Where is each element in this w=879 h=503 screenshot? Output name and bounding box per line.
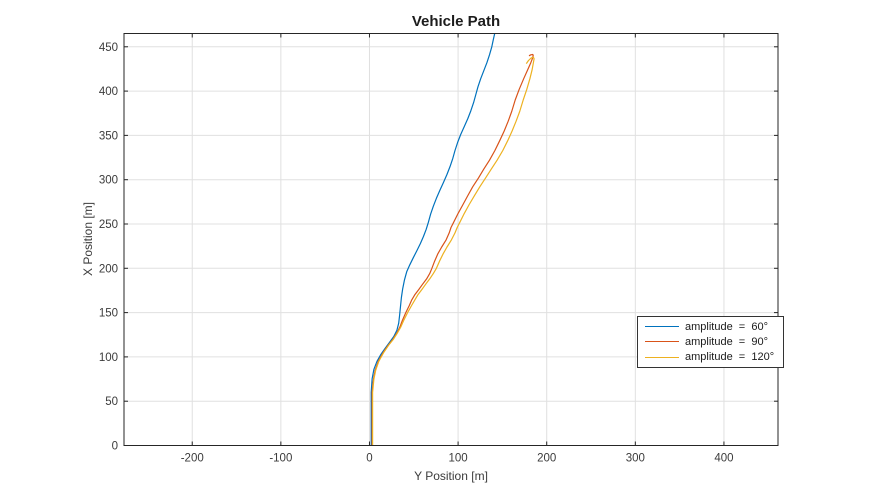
- series-line-0: [370, 33, 496, 446]
- y-tick-label: 0: [112, 441, 118, 453]
- legend-row: amplitude = 120°: [638, 350, 783, 365]
- series-layer: [370, 33, 535, 446]
- axes-box: [123, 33, 779, 446]
- y-tick-label: 450: [99, 42, 118, 54]
- y-tick-label: 350: [99, 130, 118, 142]
- y-tick-label: 50: [105, 396, 118, 408]
- x-tick-label: -100: [269, 453, 292, 465]
- legend-label: amplitude = 90°: [685, 335, 768, 348]
- series-line-1: [371, 53, 534, 446]
- x-axis-label: Y Position [m]: [414, 469, 488, 483]
- grid-layer: [124, 33, 778, 446]
- x-tick-label: 100: [448, 453, 467, 465]
- y-tick-label: 300: [99, 175, 118, 187]
- legend-row: amplitude = 60°: [638, 319, 783, 334]
- series-line-2: [372, 56, 535, 446]
- legend-line-sample: [645, 356, 679, 358]
- y-tick-label: 200: [99, 263, 118, 275]
- legend-line-sample: [645, 341, 679, 343]
- legend-label: amplitude = 120°: [685, 351, 775, 364]
- y-tick-label: 100: [99, 352, 118, 364]
- legend-row: amplitude = 90°: [638, 334, 783, 349]
- tick-label-layer: -200 -100 0 100 200 300 400 0 50 100 150 200 250 300 3…: [99, 42, 734, 465]
- y-tick-label: 250: [99, 219, 118, 231]
- x-tick-label: 400: [714, 453, 733, 465]
- y-tick-label: 150: [99, 308, 118, 320]
- y-axis-label: X Position [m]: [81, 201, 95, 277]
- x-tick-label: -200: [181, 453, 204, 465]
- legend-label: amplitude = 60°: [685, 320, 768, 333]
- legend-line-sample: [645, 326, 679, 328]
- legend: amplitude = 60° amplitude = 90° amplitud…: [637, 316, 784, 368]
- y-tick-label: 400: [99, 86, 118, 98]
- x-tick-label: 200: [537, 453, 556, 465]
- axes-layer: [123, 33, 779, 446]
- chart-title: Vehicle Path: [411, 13, 501, 30]
- x-tick-label: 300: [626, 453, 645, 465]
- x-tick-label: 0: [366, 453, 372, 465]
